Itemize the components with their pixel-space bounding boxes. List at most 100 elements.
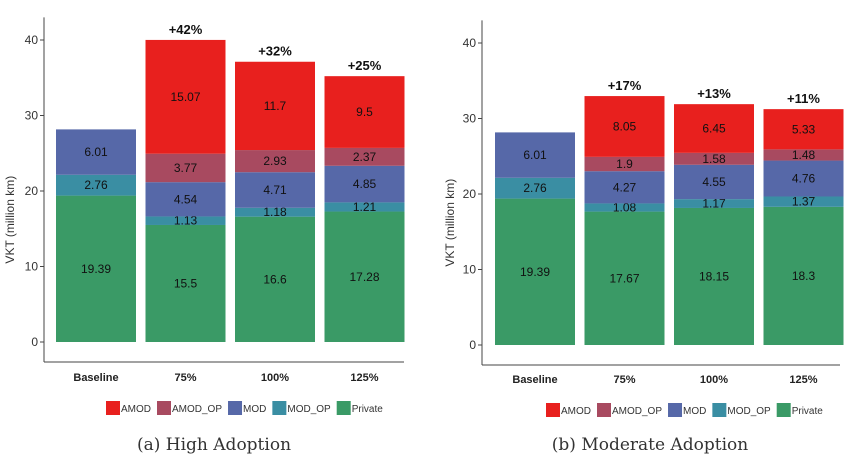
- data-label-private-100: 16.6: [263, 272, 287, 286]
- x-tick-label-75: 75%: [613, 374, 635, 386]
- data-label-amod-125: 5.33: [792, 122, 816, 136]
- data-label-amod-100: 6.45: [702, 122, 726, 136]
- legend: AMOD AMOD_OP MOD MOD_OP Private: [546, 403, 823, 417]
- bar-amod-100: [235, 61, 315, 151]
- legend-label-amod-op: AMOD_OP: [172, 404, 222, 415]
- data-label-private-75: 17.67: [609, 271, 639, 285]
- legend-swatch-private: [336, 401, 351, 415]
- x-tick-label-baseline: Baseline: [512, 374, 557, 386]
- increase-label-100: +32%: [258, 44, 292, 59]
- legend-label-amod: AMOD: [121, 404, 151, 415]
- data-label-mod-100: 4.71: [263, 183, 287, 197]
- x-tick-label-100: 100%: [700, 374, 728, 386]
- bar-private-75: [145, 224, 226, 342]
- x-tick-label-baseline: Baseline: [73, 372, 118, 384]
- y-tick-label: 0: [31, 335, 38, 349]
- legend-swatch-mod: [228, 401, 243, 415]
- legend-swatch-amod: [106, 401, 120, 415]
- x-tick-label-100: 100%: [261, 372, 289, 384]
- bar-mod-op-125: [324, 202, 405, 212]
- bar-amod-op-75: [145, 153, 226, 183]
- bar-mod-op-125: [763, 196, 844, 207]
- increase-label-125: +11%: [787, 91, 820, 106]
- y-tick-label: 30: [463, 112, 477, 126]
- data-label-amod-op-75: 3.77: [174, 161, 198, 175]
- bar-mod-100: [235, 172, 315, 208]
- legend-label-amod: AMOD: [561, 406, 591, 417]
- data-label-amod-op-125: 2.37: [353, 150, 377, 164]
- y-tick-label: 20: [463, 187, 477, 201]
- y-tick-label: 30: [25, 109, 39, 123]
- legend-swatch-mod: [668, 403, 683, 417]
- legend-label-private: Private: [792, 406, 824, 417]
- bar-private-baseline: [56, 195, 136, 342]
- bar-amod-125: [324, 76, 405, 148]
- data-label-private-125: 17.28: [349, 270, 379, 284]
- data-label-mod-100: 4.55: [702, 175, 726, 189]
- increase-label-75: +17%: [608, 78, 642, 93]
- data-label-amod-op-75: 1.9: [616, 157, 633, 171]
- bar-amod-100: [674, 104, 754, 153]
- panel-caption: (b) Moderate Adoption: [552, 435, 748, 455]
- bar-amod-125: [763, 109, 844, 150]
- legend-label-amod-op: AMOD_OP: [612, 406, 662, 417]
- data-label-amod-75: 15.07: [170, 90, 200, 104]
- data-label-mod-op-125: 1.37: [792, 195, 816, 209]
- bar-amod-op-125: [763, 149, 844, 161]
- legend-label-mod-op: MOD_OP: [727, 406, 771, 417]
- legend-label-mod-op: MOD_OP: [287, 404, 331, 415]
- data-label-mod-baseline: 6.01: [523, 148, 547, 162]
- legend-label-mod: MOD: [683, 406, 706, 417]
- bar-private-100: [674, 207, 754, 345]
- bar-amod-op-75: [584, 156, 665, 172]
- x-tick-label-75: 75%: [174, 372, 196, 384]
- bar-private-baseline: [495, 198, 575, 345]
- bar-mod-op-baseline: [56, 174, 136, 196]
- increase-label-100: +13%: [697, 86, 731, 101]
- x-tick-label-125: 125%: [350, 372, 378, 384]
- bar-mod-100: [674, 164, 754, 200]
- legend-swatch-amod: [546, 403, 560, 417]
- data-label-mod-op-125: 1.21: [353, 200, 377, 214]
- legend-label-mod: MOD: [243, 404, 266, 415]
- bar-mod-125: [763, 160, 844, 197]
- data-label-amod-125: 9.5: [356, 105, 373, 119]
- panel-moderate-adoption: 0 10 20 30 40 VKT (million km) 19.39 2.76 6.01 Ba…: [443, 20, 844, 455]
- bar-amod-75: [145, 39, 226, 154]
- data-label-private-100: 18.15: [699, 269, 729, 283]
- data-label-private-baseline: 19.39: [81, 262, 111, 276]
- panel-high-adoption: 0 10 20 30 40 VKT (million km) 19.39 2.76 6.01 Ba…: [3, 17, 405, 455]
- increase-label-125: +25%: [348, 58, 382, 73]
- y-axis-label: VKT (million km): [443, 179, 457, 267]
- legend-swatch-mod-op: [272, 401, 287, 415]
- data-label-amod-op-100: 2.93: [263, 154, 287, 168]
- bar-mod-op-100: [235, 207, 315, 217]
- bar-mod-op-baseline: [495, 177, 575, 199]
- y-tick-label: 10: [463, 263, 477, 277]
- data-label-mod-op-75: 1.08: [613, 201, 637, 215]
- bar-amod-op-125: [324, 147, 405, 166]
- bar-mod-125: [324, 165, 405, 203]
- bar-private-125: [763, 206, 844, 345]
- data-label-mod-125: 4.85: [353, 177, 377, 191]
- y-tick-label: 0: [469, 338, 476, 352]
- data-label-mod-125: 4.76: [792, 172, 816, 186]
- data-label-amod-100: 11.7: [264, 99, 287, 113]
- y-tick-label: 20: [25, 184, 39, 198]
- data-label-amod-op-100: 1.58: [702, 152, 726, 166]
- legend: AMOD AMOD_OP MOD MOD_OP Private: [106, 401, 383, 415]
- bar-mod-op-75: [145, 216, 226, 225]
- panel-caption: (a) High Adoption: [137, 435, 291, 455]
- bar-private-125: [324, 211, 405, 342]
- y-axis-label: VKT (million km): [3, 176, 17, 264]
- data-label-mod-op-100: 1.18: [263, 205, 287, 219]
- bar-mod-baseline: [495, 132, 575, 178]
- data-label-mod-75: 4.54: [174, 192, 198, 206]
- y-tick-label: 40: [463, 36, 477, 50]
- data-label-amod-op-125: 1.48: [792, 148, 816, 162]
- bar-amod-op-100: [235, 150, 315, 173]
- bar-mod-op-75: [584, 203, 665, 212]
- bar-private-75: [584, 211, 665, 345]
- data-label-mod-op-75: 1.13: [174, 214, 198, 228]
